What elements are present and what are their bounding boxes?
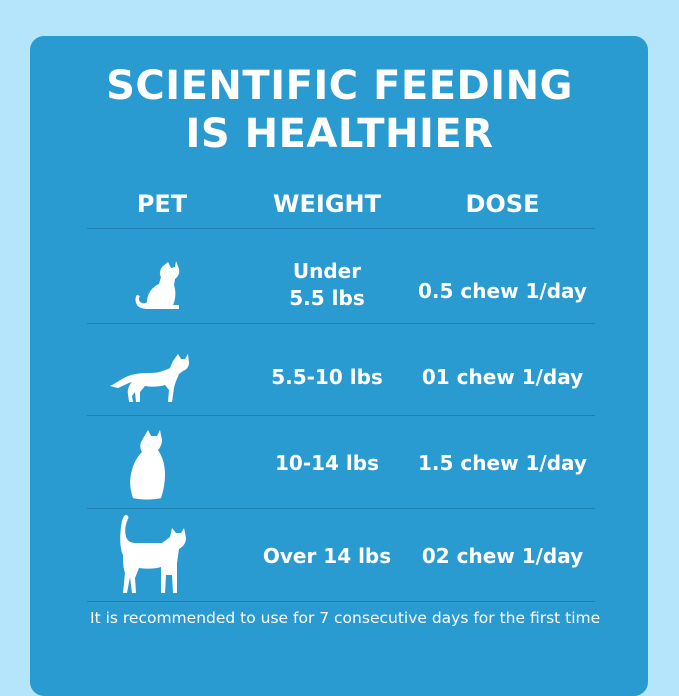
divider xyxy=(87,508,595,509)
title-line-2: IS HEALTHIER xyxy=(185,111,494,157)
divider xyxy=(87,228,595,229)
weight-cell: 5.5-10 lbs xyxy=(271,365,383,389)
header-weight: WEIGHT xyxy=(273,190,381,218)
dose-cell: 01 chew 1/day xyxy=(421,365,584,389)
sitting-cat-icon xyxy=(130,430,165,500)
page-title: SCIENTIFIC FEEDING IS HEALTHIER xyxy=(0,62,679,158)
standing-cat-icon xyxy=(120,515,186,593)
divider xyxy=(87,601,595,602)
dose-cell: 0.5 chew 1/day xyxy=(418,279,587,303)
header-pet: PET xyxy=(136,190,188,218)
weight-cell: Under 5.5 lbs xyxy=(289,259,365,310)
weight-cell: 10-14 lbs xyxy=(274,451,379,475)
dose-cell: 02 chew 1/day xyxy=(421,544,584,568)
usage-note: It is recommended to use for 7 consecuti… xyxy=(90,609,601,627)
sitting-kitten-icon xyxy=(135,261,180,309)
dose-cell: 1.5 chew 1/day xyxy=(418,451,587,475)
title-line-1: SCIENTIFIC FEEDING xyxy=(106,63,573,109)
header-dose: DOSE xyxy=(465,190,540,218)
walking-cat-icon xyxy=(110,354,189,402)
weight-cell: Over 14 lbs xyxy=(262,544,392,568)
divider xyxy=(87,415,595,416)
divider xyxy=(87,323,595,324)
